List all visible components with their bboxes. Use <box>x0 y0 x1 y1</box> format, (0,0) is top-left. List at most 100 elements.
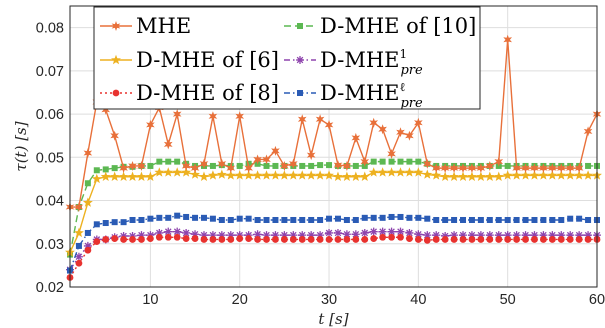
data-point <box>165 234 172 241</box>
data-point <box>101 172 111 181</box>
data-point <box>219 217 225 223</box>
data-point <box>371 215 377 221</box>
data-point <box>308 236 315 243</box>
x-tick-label: 20 <box>232 292 248 308</box>
data-point <box>424 216 430 222</box>
data-point <box>469 217 475 223</box>
data-point <box>103 166 109 172</box>
data-point <box>540 236 547 243</box>
data-point <box>433 236 440 243</box>
data-point <box>298 114 307 124</box>
data-point <box>245 235 252 242</box>
data-point <box>192 215 198 221</box>
data-point <box>415 159 421 165</box>
data-point <box>344 217 350 223</box>
data-point <box>272 217 278 223</box>
data-point <box>128 172 138 181</box>
data-point <box>138 236 145 243</box>
data-point <box>288 170 298 179</box>
data-point <box>333 172 343 181</box>
data-point <box>396 167 406 176</box>
series-2 <box>65 167 602 256</box>
series-line <box>70 216 597 271</box>
data-point <box>361 229 369 237</box>
data-point <box>504 236 511 243</box>
data-point <box>93 238 100 245</box>
data-point <box>540 217 546 223</box>
data-point <box>388 234 395 241</box>
data-point <box>192 235 199 242</box>
data-point <box>379 234 386 241</box>
x-tick-label: 30 <box>321 292 337 308</box>
data-point <box>111 235 118 242</box>
data-point <box>218 159 227 169</box>
data-point <box>156 159 162 165</box>
data-point <box>326 216 332 222</box>
data-point <box>237 163 243 169</box>
data-point <box>415 236 422 243</box>
data-point <box>442 217 448 223</box>
data-point <box>306 170 316 179</box>
legend-swatch-marker <box>297 90 303 96</box>
data-point <box>299 163 305 169</box>
data-point <box>326 236 333 243</box>
data-point <box>84 148 93 158</box>
data-point <box>496 217 502 223</box>
data-point <box>335 236 342 243</box>
data-point <box>83 198 93 207</box>
data-point <box>297 170 307 179</box>
legend-label: MHE <box>136 14 191 38</box>
data-point <box>352 133 361 143</box>
data-point <box>85 180 91 186</box>
y-tick-label: 0.07 <box>36 64 64 80</box>
data-point <box>404 167 414 176</box>
y-tick-label: 0.08 <box>36 21 64 37</box>
data-point <box>343 236 350 243</box>
data-point <box>147 163 153 169</box>
data-point <box>325 120 334 130</box>
legend-label: D-MHE of [6] <box>136 48 279 72</box>
data-point <box>110 131 119 141</box>
data-point <box>102 236 109 243</box>
data-point <box>422 169 432 178</box>
data-point <box>370 228 378 236</box>
data-point <box>342 172 352 181</box>
data-point <box>210 216 216 222</box>
data-point <box>228 217 234 223</box>
data-point <box>110 172 120 181</box>
data-point <box>415 215 421 221</box>
legend-swatch-marker <box>296 56 304 64</box>
series-4 <box>67 159 600 258</box>
data-point <box>201 215 207 221</box>
data-point <box>460 236 467 243</box>
data-point <box>378 167 388 176</box>
x-tick-label: 40 <box>410 292 426 308</box>
data-point <box>389 214 395 220</box>
data-point <box>351 172 361 181</box>
data-point <box>335 216 341 222</box>
data-point <box>226 163 235 173</box>
data-point <box>423 159 432 169</box>
data-point <box>308 163 314 169</box>
data-point <box>485 172 495 181</box>
data-point <box>362 215 368 221</box>
data-point <box>112 219 118 225</box>
data-point <box>76 260 83 267</box>
data-point <box>174 234 181 241</box>
data-point <box>262 170 272 179</box>
y-axis-label: τ(t) [s] <box>12 121 30 171</box>
data-point <box>317 217 323 223</box>
series-5 <box>66 228 601 274</box>
data-point <box>264 217 270 223</box>
data-point <box>208 170 218 179</box>
data-point <box>389 159 395 165</box>
data-point <box>210 236 217 243</box>
x-tick-label: 50 <box>500 292 516 308</box>
data-point <box>235 111 244 121</box>
data-point <box>146 120 155 130</box>
data-point <box>487 217 493 223</box>
data-point <box>378 124 387 134</box>
data-point <box>121 219 127 225</box>
data-point <box>316 114 325 124</box>
data-point <box>172 167 182 176</box>
